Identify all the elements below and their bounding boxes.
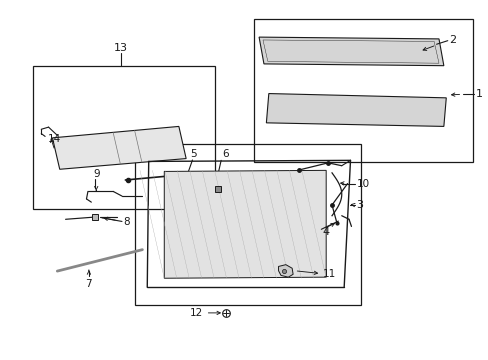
- Bar: [254, 19, 472, 162]
- Polygon shape: [259, 37, 443, 66]
- Polygon shape: [164, 170, 325, 278]
- Polygon shape: [263, 40, 438, 63]
- Text: 13: 13: [113, 43, 127, 53]
- Text: 1: 1: [474, 89, 482, 99]
- Text: 8: 8: [122, 217, 129, 227]
- Text: 6: 6: [222, 149, 229, 159]
- Text: 14: 14: [48, 134, 61, 144]
- Text: 9: 9: [93, 169, 100, 179]
- Text: 5: 5: [190, 149, 196, 159]
- Polygon shape: [266, 94, 446, 126]
- Bar: [33, 66, 215, 208]
- Polygon shape: [52, 126, 186, 169]
- Text: 11: 11: [323, 269, 336, 279]
- Text: 4: 4: [322, 227, 329, 237]
- Text: 10: 10: [356, 179, 369, 189]
- Text: 3: 3: [356, 200, 363, 210]
- Text: 12: 12: [189, 308, 203, 318]
- Bar: [135, 144, 361, 305]
- Polygon shape: [278, 265, 292, 277]
- Text: 2: 2: [448, 35, 455, 45]
- Text: 7: 7: [85, 279, 92, 289]
